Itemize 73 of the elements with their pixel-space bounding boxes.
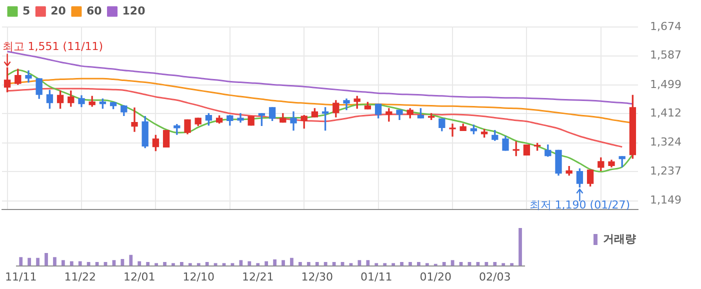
candlestick xyxy=(512,141,520,156)
legend-label: 60 xyxy=(86,4,102,18)
y-tick-label: 1,412 xyxy=(650,106,682,120)
bar xyxy=(408,262,412,266)
legend-label: 20 xyxy=(50,4,66,18)
bar xyxy=(502,263,506,266)
bar xyxy=(146,262,150,266)
bar xyxy=(180,262,184,266)
bar xyxy=(315,262,319,266)
bar xyxy=(324,262,328,266)
x-tick-label: 01/20 xyxy=(420,270,452,284)
bar xyxy=(298,262,302,266)
bar xyxy=(28,258,32,266)
bar xyxy=(239,260,243,266)
bar xyxy=(86,262,90,266)
bar xyxy=(205,262,209,266)
x-tick-label: 11/22 xyxy=(64,270,96,284)
bar xyxy=(248,261,252,266)
bar xyxy=(120,258,124,266)
legend-label: 거래량 xyxy=(603,232,636,246)
bar xyxy=(70,261,74,266)
bar xyxy=(36,258,40,266)
bar xyxy=(383,263,387,266)
y-tick-label: 1,149 xyxy=(650,194,682,207)
candlestick xyxy=(449,124,456,137)
bar xyxy=(493,262,497,266)
bar xyxy=(172,263,175,266)
line-series xyxy=(6,50,634,105)
x-tick-label: 12/30 xyxy=(301,270,333,284)
annotation: 최고 1,551 (11/11) xyxy=(2,40,104,54)
bar xyxy=(53,257,56,266)
bar xyxy=(442,262,446,266)
bar xyxy=(129,254,133,266)
bar xyxy=(264,261,268,266)
bar xyxy=(518,228,522,266)
bar xyxy=(290,258,294,266)
bar xyxy=(196,263,200,266)
bar xyxy=(256,263,260,266)
bar xyxy=(366,260,370,266)
x-tick-label: 12/21 xyxy=(242,270,274,284)
candlestick xyxy=(523,144,530,156)
x-tick-label: 12/10 xyxy=(182,270,214,284)
bar xyxy=(425,263,429,266)
bar xyxy=(78,261,82,266)
bar xyxy=(484,262,488,266)
bar xyxy=(392,263,395,266)
bar xyxy=(374,263,378,266)
bar xyxy=(163,262,166,266)
y-tick-label: 1,237 xyxy=(650,164,682,178)
y-tick-label: 1,324 xyxy=(650,136,682,149)
y-tick-label: 1,499 xyxy=(650,78,682,91)
bar xyxy=(61,260,65,266)
annotation: 최저 1,190 (01/27) xyxy=(529,198,630,212)
bar xyxy=(44,252,48,266)
y-tick-label: 1,587 xyxy=(650,48,682,62)
bar xyxy=(306,262,310,266)
bar xyxy=(138,261,142,266)
legend-label: 5 xyxy=(22,4,30,18)
x-tick-label: 01/11 xyxy=(360,270,392,284)
bar xyxy=(282,260,285,266)
bar xyxy=(273,259,276,266)
x-tick-label: 11/11 xyxy=(5,270,37,284)
x-tick-label: 12/01 xyxy=(124,270,156,284)
bar xyxy=(19,257,23,266)
y-tick-label: 1,674 xyxy=(650,20,682,33)
bar xyxy=(510,263,514,266)
x-tick-label: 02/03 xyxy=(479,270,511,284)
bar xyxy=(188,263,192,266)
bar xyxy=(417,262,420,266)
legend-label: 120 xyxy=(122,4,146,18)
bar xyxy=(154,263,158,266)
candlestick xyxy=(162,130,170,148)
bar xyxy=(400,262,404,266)
